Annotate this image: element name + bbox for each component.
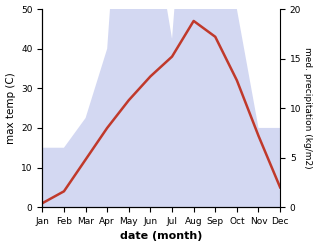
Y-axis label: med. precipitation (kg/m2): med. precipitation (kg/m2): [303, 47, 313, 169]
Y-axis label: max temp (C): max temp (C): [5, 72, 16, 144]
X-axis label: date (month): date (month): [120, 231, 203, 242]
